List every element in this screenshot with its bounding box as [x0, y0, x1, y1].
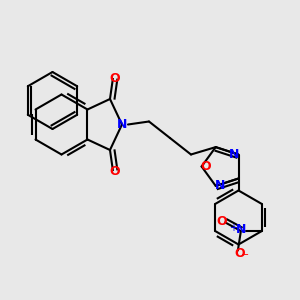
Text: N: N: [215, 179, 225, 192]
Text: O: O: [109, 71, 120, 85]
Text: O: O: [109, 164, 120, 178]
Text: N: N: [117, 118, 127, 131]
Text: N: N: [229, 148, 239, 161]
Text: N: N: [236, 223, 246, 236]
Text: O: O: [216, 215, 227, 229]
Text: −: −: [241, 250, 249, 260]
Text: O: O: [201, 160, 212, 173]
Text: +: +: [230, 223, 237, 233]
Text: O: O: [234, 247, 245, 260]
